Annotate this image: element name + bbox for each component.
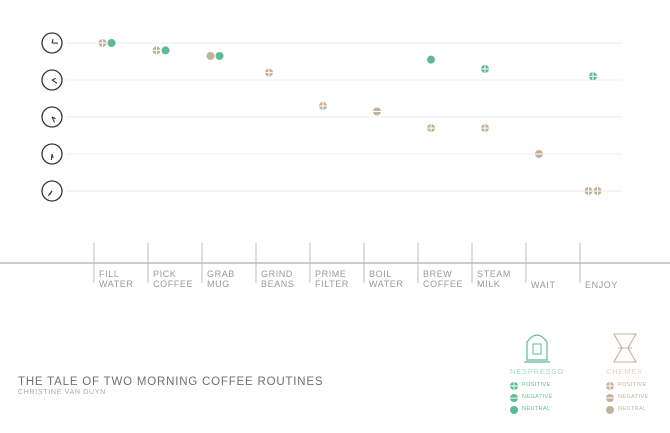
nespresso-point bbox=[215, 51, 224, 60]
step-label: PICK COFFEE bbox=[153, 269, 194, 289]
legend-marker bbox=[606, 382, 614, 390]
chemex-point bbox=[481, 124, 489, 133]
step-label: BOIL WATER bbox=[369, 269, 404, 289]
nespresso-point bbox=[107, 39, 116, 47]
legend-item: NEUTRAL bbox=[618, 406, 647, 412]
legend-item: POSITIVE bbox=[618, 382, 647, 388]
chart-title: THE TALE OF TWO MORNING COFFEE ROUTINES bbox=[18, 376, 324, 388]
legend-marker bbox=[510, 382, 518, 390]
nespresso-point bbox=[589, 72, 597, 81]
chemex-point bbox=[535, 150, 543, 158]
legend-series-name: NESPRESSO bbox=[510, 367, 564, 376]
legend-marker bbox=[510, 394, 518, 402]
nespresso-point bbox=[427, 55, 435, 64]
legend-marker bbox=[510, 406, 518, 414]
legend-marker bbox=[606, 406, 614, 414]
step-label: PRIME FILTER bbox=[315, 269, 349, 289]
chemex-point bbox=[593, 187, 602, 195]
step-label: GRIND BEANS bbox=[261, 269, 295, 289]
legend-item: NEGATIVE bbox=[618, 394, 649, 400]
step-label: BREW COFFEE bbox=[423, 269, 464, 289]
clock-icon bbox=[41, 32, 63, 54]
legend-item: NEGATIVE bbox=[522, 394, 553, 400]
legend-series-name: CHEMEX bbox=[606, 367, 643, 376]
chart-subtitle: CHRISTINE VAN DUYN bbox=[18, 389, 106, 396]
chemex-point bbox=[584, 187, 593, 195]
clock-icon bbox=[41, 143, 63, 165]
chemex-point bbox=[373, 107, 381, 116]
step-label: ENJOY bbox=[585, 280, 619, 290]
legend-marker bbox=[606, 394, 614, 402]
chemex-point bbox=[206, 51, 215, 60]
chemex-icon bbox=[613, 333, 637, 363]
chemex-point bbox=[152, 46, 161, 55]
step-label: FILL WATER bbox=[99, 269, 134, 289]
nespresso-point bbox=[161, 46, 170, 55]
legend-item: NEUTRAL bbox=[522, 406, 551, 412]
step-label: GRAB MUG bbox=[207, 269, 235, 289]
clock-icon bbox=[41, 106, 63, 128]
chemex-point bbox=[98, 39, 107, 47]
step-label: WAIT bbox=[531, 280, 556, 290]
nespresso-machine-icon bbox=[524, 334, 550, 363]
chemex-point bbox=[319, 101, 327, 110]
clock-icon bbox=[41, 69, 63, 91]
chemex-point bbox=[265, 68, 273, 77]
step-label: STEAM MILK bbox=[477, 269, 512, 289]
legend-item: POSITIVE bbox=[522, 382, 551, 388]
chemex-point bbox=[427, 124, 435, 133]
clock-icon bbox=[41, 180, 63, 202]
nespresso-point bbox=[481, 64, 489, 73]
